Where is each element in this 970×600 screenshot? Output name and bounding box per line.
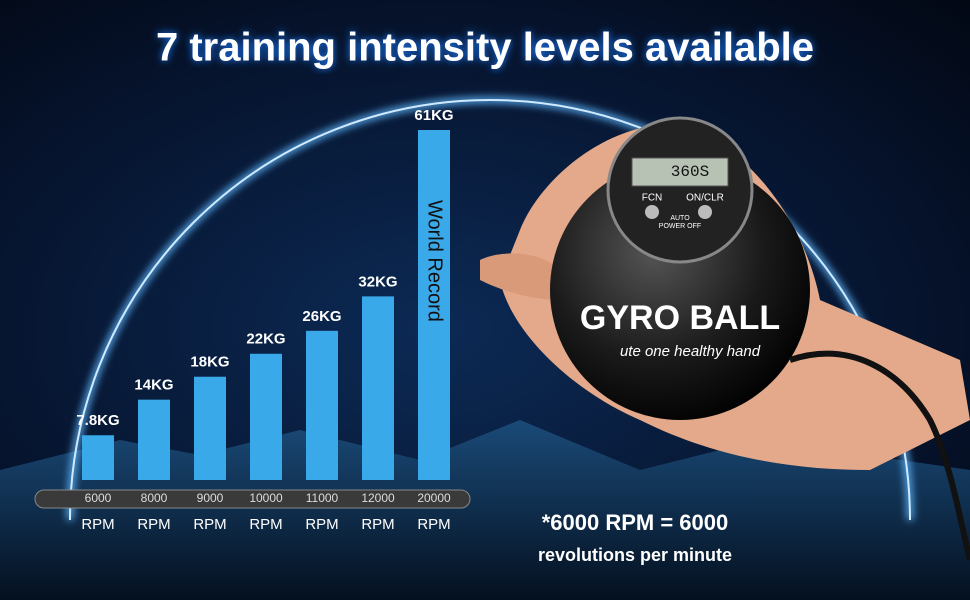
x-tick-label: 10000 [249, 491, 283, 505]
value-label: 14KG [134, 377, 173, 394]
slogan: ute one healthy hand [620, 343, 761, 360]
value-label: 7.8KG [76, 412, 119, 429]
bar [306, 330, 338, 480]
button-label: ON/CLR [686, 193, 724, 204]
button [698, 205, 712, 219]
title-glow: 7 training intensity levels available [156, 26, 814, 70]
bar [250, 353, 282, 480]
x-unit-label: RPM [305, 516, 338, 533]
bar [362, 296, 394, 480]
auto-label: AUTO [670, 215, 690, 222]
bar-chart: 7.8KG 6000 RPM 14KG 8000 RPM 18KG 9000 RPM 22KG 10… [76, 107, 453, 533]
bar [138, 399, 170, 480]
x-unit-label: RPM [249, 516, 282, 533]
x-tick-label: 12000 [361, 491, 395, 505]
axis-strip [34, 489, 471, 509]
value-label: 61KG [414, 107, 453, 124]
x-unit-label: RPM [417, 516, 450, 533]
bar [418, 130, 450, 480]
lcd [631, 157, 729, 187]
footnote: *6000 RPM = 6000 [542, 510, 729, 535]
chart-title: 7 training intensity levels available [156, 26, 814, 70]
x-tick-label: 6000 [85, 491, 112, 505]
x-tick-label: 8000 [141, 491, 168, 505]
auto-label: POWER OFF [659, 223, 701, 230]
x-tick-label: 20000 [417, 491, 451, 505]
ball-cap [606, 116, 754, 264]
x-unit-label: RPM [193, 516, 226, 533]
bar [194, 376, 226, 480]
mountains [0, 420, 970, 600]
x-unit-label: RPM [361, 516, 394, 533]
finger [480, 253, 560, 300]
annotation: World Record [424, 200, 446, 322]
brand: GYRO BALL [580, 299, 780, 337]
value-label: 18KG [190, 354, 229, 371]
button-label: FCN [642, 193, 663, 204]
value-label: 32KG [358, 273, 397, 290]
value-label: 22KG [246, 331, 285, 348]
value-label: 26KG [302, 308, 341, 325]
x-unit-label: RPM [137, 516, 170, 533]
lcd-text: 360S [671, 163, 709, 181]
bar [82, 435, 114, 480]
footnote: revolutions per minute [538, 545, 732, 565]
strap [789, 350, 970, 561]
x-tick-label: 9000 [197, 491, 224, 505]
x-tick-label: 11000 [306, 491, 339, 505]
x-unit-label: RPM [81, 516, 114, 533]
product: 360S FCN ON/CLR AUTO POWER OFF GYRO BALL… [480, 116, 970, 561]
button [645, 205, 659, 219]
ball [550, 160, 810, 420]
